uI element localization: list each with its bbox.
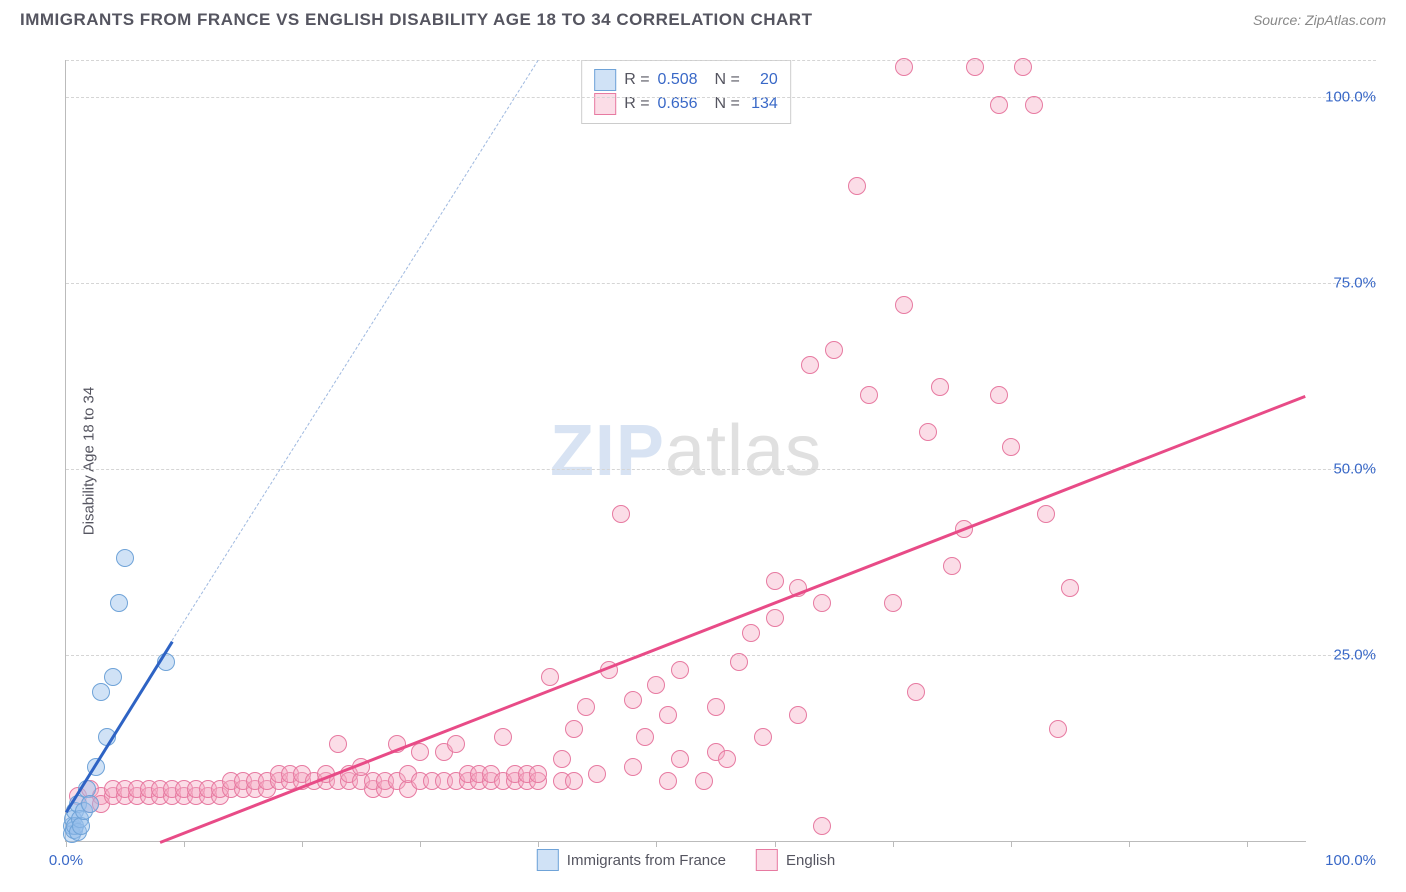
chart-title: IMMIGRANTS FROM FRANCE VS ENGLISH DISABI… [20, 10, 812, 30]
data-point [329, 735, 347, 753]
scatter-plot: ZIPatlas R = 0.508 N = 20 R = 0.656 N = … [65, 60, 1306, 842]
data-point [801, 356, 819, 374]
xtick [184, 841, 185, 847]
data-point [577, 698, 595, 716]
data-point [1014, 58, 1032, 76]
data-point [990, 96, 1008, 114]
data-point [848, 177, 866, 195]
r-value-france: 0.508 [658, 71, 698, 89]
swatch-france-bottom [537, 849, 559, 871]
data-point [931, 378, 949, 396]
xtick [893, 841, 894, 847]
gridline [66, 60, 1376, 61]
data-point [742, 624, 760, 642]
data-point [707, 698, 725, 716]
watermark-zip: ZIP [550, 411, 665, 491]
xtick [1011, 841, 1012, 847]
data-point [966, 58, 984, 76]
data-point [943, 557, 961, 575]
data-point [565, 772, 583, 790]
data-point [647, 676, 665, 694]
xtick [1129, 841, 1130, 847]
data-point [541, 668, 559, 686]
data-point [825, 341, 843, 359]
watermark-atlas: atlas [665, 411, 822, 491]
data-point [718, 750, 736, 768]
gridline [66, 469, 1376, 470]
legend-item-france: Immigrants from France [537, 849, 726, 871]
xtick [66, 841, 67, 847]
gridline [66, 283, 1376, 284]
data-point [990, 386, 1008, 404]
data-point [411, 743, 429, 761]
data-point [92, 683, 110, 701]
data-point [789, 706, 807, 724]
data-point [1049, 720, 1067, 738]
xtick-label-right: 100.0% [1325, 852, 1376, 869]
trend-line-dashed [172, 60, 539, 641]
data-point [636, 728, 654, 746]
legend-item-english: English [756, 849, 835, 871]
data-point [624, 691, 642, 709]
xtick [656, 841, 657, 847]
data-point [895, 296, 913, 314]
data-point [884, 594, 902, 612]
data-point [1061, 579, 1079, 597]
xtick [775, 841, 776, 847]
data-point [1002, 438, 1020, 456]
data-point [588, 765, 606, 783]
data-point [529, 765, 547, 783]
data-point [553, 750, 571, 768]
xtick [1247, 841, 1248, 847]
trend-line [160, 395, 1306, 844]
data-point [813, 817, 831, 835]
data-point [671, 750, 689, 768]
data-point [116, 549, 134, 567]
data-point [447, 735, 465, 753]
chart-wrapper: Disability Age 18 to 34 ZIPatlas R = 0.5… [20, 40, 1386, 882]
ytick-label: 50.0% [1316, 461, 1376, 478]
swatch-english-bottom [756, 849, 778, 871]
ytick-label: 75.0% [1316, 275, 1376, 292]
source-attribution: Source: ZipAtlas.com [1253, 12, 1386, 28]
watermark: ZIPatlas [550, 410, 822, 492]
data-point [895, 58, 913, 76]
data-point [860, 386, 878, 404]
ytick-label: 25.0% [1316, 647, 1376, 664]
gridline [66, 97, 1376, 98]
data-point [659, 706, 677, 724]
data-point [565, 720, 583, 738]
data-point [695, 772, 713, 790]
data-point [1037, 505, 1055, 523]
data-point [671, 661, 689, 679]
data-point [624, 758, 642, 776]
data-point [766, 609, 784, 627]
data-point [1025, 96, 1043, 114]
data-point [612, 505, 630, 523]
legend-row-france: R = 0.508 N = 20 [594, 69, 778, 91]
series-legend: Immigrants from France English [537, 849, 835, 871]
ytick-label: 100.0% [1316, 89, 1376, 106]
gridline [66, 655, 1376, 656]
data-point [110, 594, 128, 612]
xtick [302, 841, 303, 847]
data-point [919, 423, 937, 441]
n-value-france: 20 [748, 71, 778, 89]
data-point [81, 795, 99, 813]
swatch-france [594, 69, 616, 91]
data-point [813, 594, 831, 612]
series-label-france: Immigrants from France [567, 852, 726, 869]
xtick [420, 841, 421, 847]
data-point [659, 772, 677, 790]
series-label-english: English [786, 852, 835, 869]
xtick-label-left: 0.0% [49, 852, 83, 869]
xtick [538, 841, 539, 847]
data-point [754, 728, 772, 746]
data-point [730, 653, 748, 671]
data-point [104, 668, 122, 686]
data-point [494, 728, 512, 746]
correlation-legend: R = 0.508 N = 20 R = 0.656 N = 134 [581, 60, 791, 124]
data-point [766, 572, 784, 590]
data-point [907, 683, 925, 701]
